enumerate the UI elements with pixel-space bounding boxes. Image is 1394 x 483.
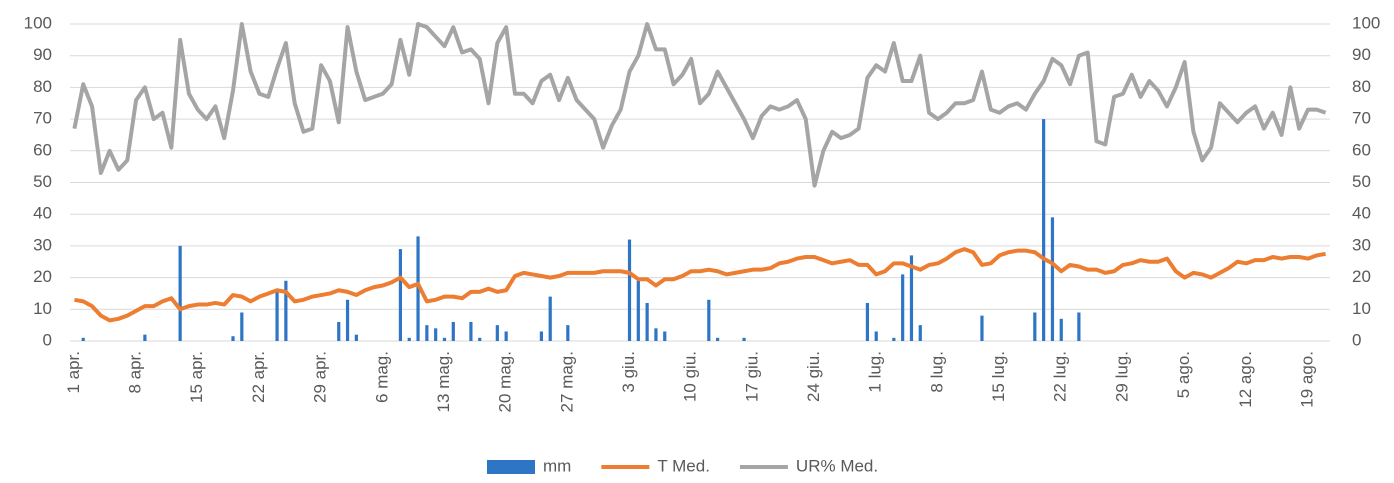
y-tick-label: 80 — [33, 77, 52, 96]
bar — [654, 328, 658, 341]
x-tick-label: 6 mag. — [372, 351, 391, 403]
bar — [434, 328, 438, 341]
bar — [901, 274, 905, 341]
y2-tick-label: 70 — [1352, 109, 1371, 128]
bar — [398, 249, 403, 341]
bar — [469, 321, 473, 341]
bar — [1050, 217, 1055, 341]
y2-tick-label: 60 — [1352, 140, 1371, 159]
bar — [231, 336, 235, 341]
y2-tick-label: 50 — [1352, 172, 1371, 191]
y-tick-label: 50 — [33, 172, 52, 191]
y2-tick-label: 90 — [1352, 45, 1371, 64]
x-tick-label: 24 giu. — [804, 351, 823, 402]
bar — [539, 331, 543, 341]
x-tick-label: 3 giu. — [619, 351, 638, 393]
bar — [909, 255, 914, 341]
bar — [81, 337, 85, 341]
bar — [1077, 312, 1081, 341]
bar — [178, 245, 182, 341]
x-tick-label: 22 apr. — [249, 351, 268, 403]
legend-label: mm — [543, 456, 571, 475]
y-tick-label: 20 — [33, 267, 52, 286]
y-tick-label: 60 — [33, 140, 52, 159]
bar — [275, 290, 279, 341]
legend-label: T Med. — [657, 456, 710, 475]
x-tick-label: 17 giu. — [742, 351, 761, 402]
y-tick-label: 30 — [33, 235, 52, 254]
y-tick-label: 70 — [33, 109, 52, 128]
bar — [1033, 312, 1037, 341]
x-tick-label: 8 apr. — [126, 351, 145, 394]
bar — [663, 331, 667, 341]
bar — [865, 302, 870, 341]
x-tick-label: 27 mag. — [557, 351, 576, 412]
bar — [284, 280, 288, 341]
x-tick-label: 20 mag. — [496, 351, 515, 412]
bar — [707, 299, 711, 341]
bar — [716, 337, 720, 341]
x-tick-label: 10 giu. — [681, 351, 700, 402]
x-tick-label: 8 lug. — [927, 351, 946, 393]
y2-tick-label: 0 — [1352, 330, 1361, 349]
x-tick-label: 13 mag. — [434, 351, 453, 412]
bar — [566, 325, 570, 341]
bar — [442, 337, 447, 341]
x-tick-label: 19 ago. — [1297, 351, 1316, 408]
bar — [451, 321, 455, 341]
bar — [478, 337, 482, 341]
bar — [918, 325, 922, 341]
x-tick-label: 5 ago. — [1174, 351, 1193, 398]
bar — [1042, 119, 1046, 341]
bar — [627, 239, 632, 341]
x-tick-label: 15 apr. — [187, 351, 206, 403]
y-tick-label: 100 — [24, 13, 52, 32]
bar — [892, 337, 896, 341]
y2-tick-label: 20 — [1352, 267, 1371, 286]
bar — [345, 299, 350, 341]
y-tick-label: 40 — [33, 204, 52, 223]
bar — [425, 325, 429, 341]
bar — [742, 337, 746, 341]
bar — [407, 337, 411, 341]
y2-tick-label: 40 — [1352, 204, 1371, 223]
x-tick-label: 29 lug. — [1112, 351, 1131, 402]
bar — [645, 302, 649, 341]
y2-tick-label: 30 — [1352, 235, 1371, 254]
bar — [240, 312, 244, 341]
y2-tick-label: 10 — [1352, 299, 1371, 318]
bar — [416, 236, 420, 341]
legend-label: UR% Med. — [796, 456, 878, 475]
x-tick-label: 22 lug. — [1051, 351, 1070, 402]
x-tick-label: 15 lug. — [989, 351, 1008, 402]
x-tick-label: 1 lug. — [866, 351, 885, 393]
y-tick-label: 0 — [43, 330, 52, 349]
bar — [143, 334, 147, 341]
y2-tick-label: 100 — [1352, 13, 1380, 32]
bar — [504, 331, 508, 341]
bar — [495, 325, 499, 341]
y2-tick-label: 80 — [1352, 77, 1371, 96]
bar — [337, 321, 341, 341]
line-series — [72, 22, 1327, 188]
x-tick-label: 12 ago. — [1236, 351, 1255, 408]
x-tick-label: 1 apr. — [64, 351, 83, 394]
bar — [1059, 318, 1063, 341]
line-series — [74, 247, 1326, 323]
y-tick-label: 10 — [33, 299, 52, 318]
bar — [980, 315, 984, 341]
bar — [874, 331, 878, 341]
bar — [548, 296, 552, 341]
x-tick-label: 29 apr. — [311, 351, 330, 403]
bar — [636, 280, 640, 341]
bar — [354, 334, 358, 341]
legend-swatch — [487, 460, 535, 474]
y-tick-label: 90 — [33, 45, 52, 64]
